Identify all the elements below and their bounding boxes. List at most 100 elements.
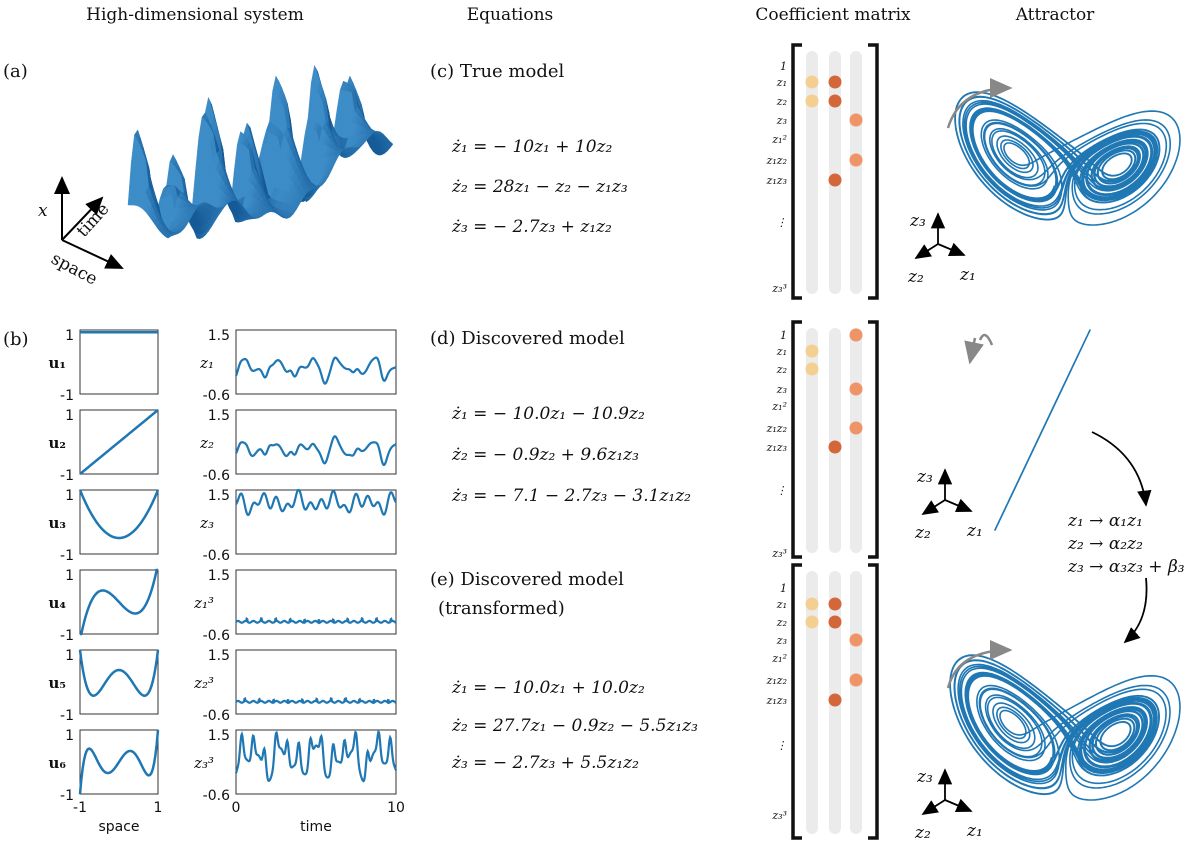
ytick-label: 1.5 xyxy=(208,328,230,344)
matrix-row-label: z₃ xyxy=(776,383,787,396)
equation: ż₂ = 28z₁ − z₂ − z₁z₃ xyxy=(451,177,628,197)
matrix-row-label: z₁² xyxy=(771,133,787,146)
ytick-label: 1 xyxy=(65,568,74,584)
time-series-curve xyxy=(235,696,397,705)
mode-plot-frame xyxy=(79,409,159,475)
axes-triad: z₃ z₂ z₁ xyxy=(907,211,976,287)
coefficient-dot xyxy=(805,615,819,629)
right-bracket xyxy=(868,320,879,559)
time-series-curve xyxy=(235,488,397,517)
matrix-row-label: z₂ xyxy=(776,616,787,629)
mode-label: u₂ xyxy=(49,434,66,452)
coefficient-dot xyxy=(828,693,842,707)
equation: ż₃ = − 2.7z₃ + z₁z₂ xyxy=(451,217,612,237)
time-series-frame xyxy=(235,409,397,475)
axis-label: z₂ xyxy=(907,267,924,287)
coefficient-matrices: 1z₁z₂z₃z₁²z₁z₂z₁z₃⋮z₃³1z₁z₂z₃z₁²z₁z₂z₁z₃… xyxy=(766,43,879,840)
matrix-row-label: ⋮ xyxy=(776,484,787,497)
coefficient-dot xyxy=(828,440,842,454)
coefficient-dot xyxy=(828,615,842,629)
axes-triad: z₃ z₂ z₁ xyxy=(914,767,983,843)
panel-e-label-2: (transformed) xyxy=(438,598,565,619)
time-series-curve xyxy=(235,616,397,625)
coefficient-dot xyxy=(849,633,863,647)
ytick-label: -0.6 xyxy=(203,788,230,804)
equation: ż₂ = 27.7z₁ − 0.9z₂ − 5.5z₁z₃ xyxy=(451,716,698,736)
time-series-curve xyxy=(234,730,398,783)
equation: ż₁ = − 10.0z₁ − 10.9z₂ xyxy=(451,404,645,424)
time-series-frame xyxy=(235,649,397,715)
matrix-row-label: 1 xyxy=(780,329,787,342)
high-dimensional-surface xyxy=(127,64,394,239)
matrix-row-label: z₁z₂ xyxy=(766,422,787,435)
matrix-row-label: z₃³ xyxy=(771,547,787,560)
rotation-arrow-icon xyxy=(978,333,994,346)
coefficient-dot xyxy=(805,362,819,376)
ytick-label: 1 xyxy=(65,728,74,744)
right-bracket xyxy=(868,43,879,300)
time-series-curve xyxy=(234,356,397,385)
x-axis-label-space: space xyxy=(98,819,139,835)
mode-plot-frame xyxy=(79,729,159,795)
ytick-label: 1.5 xyxy=(208,648,230,664)
attractor-transformed xyxy=(949,654,1181,801)
attractor-true xyxy=(954,91,1181,226)
ytick-label: -1 xyxy=(60,788,74,804)
matrix-row-label: z₁² xyxy=(771,652,787,665)
coefficient-dot xyxy=(849,153,863,167)
left-bracket xyxy=(791,43,802,300)
coefficient-dot xyxy=(805,94,819,108)
series-label: z₁ xyxy=(199,354,214,372)
axis-label: z₂ xyxy=(914,823,931,843)
matrix-row-label: 1 xyxy=(780,582,787,595)
axis-label: z₃ xyxy=(916,767,933,787)
mode-plot-frame xyxy=(79,649,159,715)
coefficient-dot xyxy=(849,421,863,435)
time-series-curve xyxy=(235,435,397,467)
series-label: z₁³ xyxy=(193,594,214,612)
ytick-label: -1 xyxy=(60,468,74,484)
time-series-frame xyxy=(235,489,397,555)
panel-e: (e) Discovered model (transformed) ż₁ = … xyxy=(430,569,698,773)
ytick-label: -1 xyxy=(60,628,74,644)
axis-label: z₃ xyxy=(916,467,933,487)
matrix-row-label: z₁ xyxy=(776,598,787,611)
panel-c: (c) True model ż₁ = − 10z₁ + 10z₂ ż₂ = 2… xyxy=(430,61,628,237)
time-series-frame xyxy=(235,729,397,795)
panel-d: (d) Discovered model ż₁ = − 10.0z₁ − 10.… xyxy=(430,328,691,506)
ytick-label: 1 xyxy=(65,488,74,504)
ytick-label: 1 xyxy=(65,328,74,344)
panel-a-label: (a) xyxy=(3,61,28,82)
series-label: z₃ xyxy=(199,514,214,532)
axis-label-time: time xyxy=(73,199,114,241)
xtick-label: 1 xyxy=(154,800,163,816)
time-series-frame xyxy=(235,329,397,395)
time-series-frame xyxy=(235,569,397,635)
ytick-label: 1.5 xyxy=(208,728,230,744)
rotation-arrow-icon xyxy=(964,337,984,365)
header-attractor: Attractor xyxy=(1015,5,1095,25)
ytick-label: -1 xyxy=(60,388,74,404)
ytick-label: 1 xyxy=(65,648,74,664)
series-label: z₃³ xyxy=(193,754,214,772)
matrix-row-label: z₃³ xyxy=(771,809,787,822)
equation: ż₃ = − 7.1 − 2.7z₃ − 3.1z₁z₂ xyxy=(451,486,691,506)
x-axis-label-time: time xyxy=(300,819,332,835)
matrix-row-label: z₃³ xyxy=(771,282,787,295)
coefficient-dot xyxy=(805,75,819,89)
coefficient-dot xyxy=(849,113,863,127)
matrix-row-label: z₁² xyxy=(771,400,787,413)
ytick-label: -0.6 xyxy=(203,388,230,404)
mode-curve xyxy=(80,568,158,636)
mode-curve xyxy=(78,729,160,795)
panel-e-label: (e) Discovered model xyxy=(430,569,624,590)
matrix-row-label: z₃ xyxy=(776,114,787,127)
panel-b-plots: 1 -1 u₁ 1.5 -0.6 z₁ 1 -1 u₂ 1.5 -0.6 z₂ 1 -1 u₃ 1.5 -0.6… xyxy=(49,328,405,835)
ytick-label: 1 xyxy=(65,408,74,424)
mode-label: u₁ xyxy=(49,354,66,372)
matrix-row-label: z₁z₃ xyxy=(766,694,787,707)
mode-label: u₃ xyxy=(49,514,66,532)
matrix-row-label: z₂ xyxy=(776,95,787,108)
